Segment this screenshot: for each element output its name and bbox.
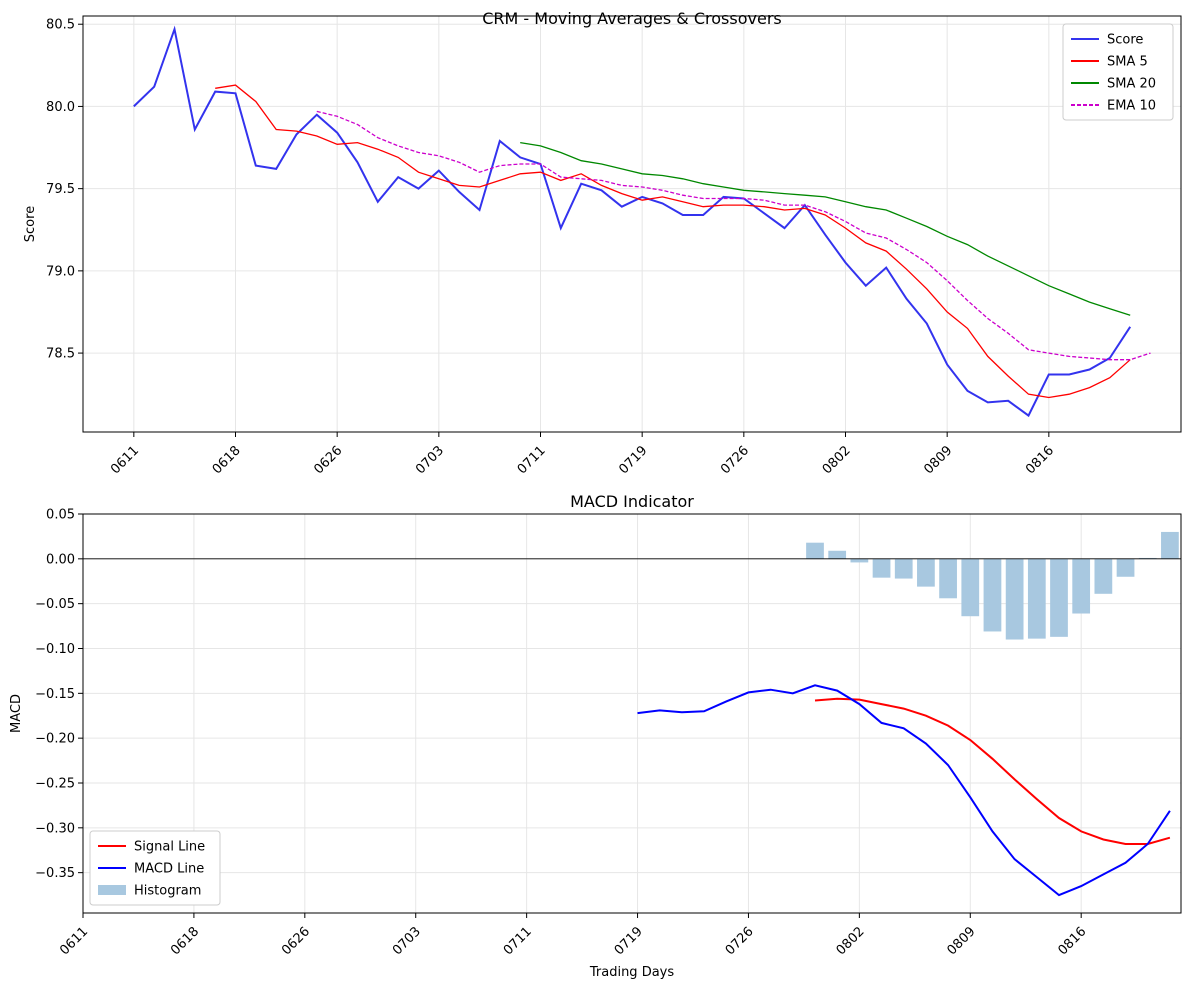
x-tick-label: 0626 bbox=[279, 924, 313, 958]
y-axis-ticks: −0.35 −0.30 −0.25 −0.20 −0.15 −0.10 −0.05 0.00 0… bbox=[35, 508, 83, 881]
y-tick-label: −0.10 bbox=[35, 642, 75, 657]
histogram-bar bbox=[1161, 531, 1179, 559]
legend-label: Signal Line bbox=[134, 840, 205, 855]
histogram-bar bbox=[1138, 557, 1157, 559]
series-line-signal-line bbox=[814, 697, 1171, 845]
histogram-bar bbox=[939, 558, 957, 599]
histogram-bar bbox=[917, 558, 935, 587]
legend-label: SMA 20 bbox=[1107, 77, 1156, 92]
histogram-bar bbox=[1005, 558, 1024, 640]
x-tick-label: 0618 bbox=[168, 924, 202, 958]
histogram-bar bbox=[828, 550, 847, 559]
y-tick-label: −0.20 bbox=[35, 732, 75, 747]
x-tick-label: 0719 bbox=[616, 443, 650, 477]
series-line-sma-20 bbox=[520, 141, 1131, 316]
x-tick-label: 0719 bbox=[612, 924, 646, 958]
legend-box bbox=[1062, 23, 1174, 121]
histogram-bar bbox=[894, 558, 913, 579]
legend: Signal Line MACD Line Histogram bbox=[89, 830, 221, 906]
x-tick-label: 0618 bbox=[210, 443, 244, 477]
series-layer bbox=[83, 531, 1181, 897]
x-tick-label: 0611 bbox=[57, 924, 91, 958]
histogram-bar bbox=[850, 558, 869, 563]
legend-label: Histogram bbox=[134, 884, 201, 899]
series-layer bbox=[133, 25, 1151, 418]
x-tick-label: 0809 bbox=[921, 443, 955, 477]
y-tick-label: 0.00 bbox=[46, 552, 75, 567]
y-tick-label: −0.05 bbox=[35, 597, 75, 612]
series-line-ema-10 bbox=[316, 110, 1151, 361]
x-axis-ticks: 0611 0618 0626 0703 0711 0719 0726 0802 0809 0816 bbox=[108, 432, 1057, 477]
histogram-bar bbox=[1027, 558, 1046, 639]
grid-lines bbox=[83, 16, 1181, 432]
legend-label: EMA 10 bbox=[1107, 99, 1156, 114]
legend-label: MACD Line bbox=[134, 862, 204, 877]
x-tick-label: 0726 bbox=[718, 443, 752, 477]
y-tick-label: 79.5 bbox=[46, 182, 75, 197]
histogram-bar bbox=[1072, 558, 1091, 614]
series-line-score bbox=[133, 25, 1132, 418]
y-tick-label: 79.0 bbox=[46, 264, 75, 279]
x-tick-label: 0802 bbox=[820, 443, 854, 477]
y-tick-label: 0.05 bbox=[46, 508, 75, 523]
x-axis-label: Trading Days bbox=[589, 965, 674, 980]
series-line-macd-line bbox=[637, 684, 1171, 897]
y-axis-label: Score bbox=[23, 206, 38, 242]
legend-swatch bbox=[98, 885, 126, 895]
macd-panel: 0611 0618 0626 0703 0711 0719 0726 0802 0809 0816… bbox=[9, 492, 1182, 980]
y-tick-label: 80.5 bbox=[46, 18, 75, 33]
y-tick-label: −0.25 bbox=[35, 776, 75, 791]
histogram-bar bbox=[1094, 558, 1113, 594]
x-tick-label: 0626 bbox=[311, 443, 345, 477]
histogram-bar bbox=[806, 542, 824, 559]
y-tick-label: 78.5 bbox=[46, 347, 75, 362]
x-tick-label: 0726 bbox=[723, 924, 757, 958]
moving-averages-panel: 0611 0618 0626 0703 0711 0719 0726 0802 0809 0816… bbox=[23, 9, 1182, 477]
plot-frame bbox=[82, 15, 1182, 433]
x-tick-label: 0809 bbox=[945, 924, 979, 958]
x-tick-label: 0703 bbox=[413, 443, 447, 477]
y-tick-label: −0.15 bbox=[35, 687, 75, 702]
x-axis-ticks: 0611 0618 0626 0703 0711 0719 0726 0802 0809 0816 bbox=[57, 913, 1089, 958]
x-tick-label: 0611 bbox=[108, 443, 142, 477]
x-tick-label: 0802 bbox=[834, 924, 868, 958]
x-tick-label: 0711 bbox=[501, 924, 535, 958]
chart-title: MACD Indicator bbox=[570, 492, 694, 511]
legend-label: Score bbox=[1107, 33, 1143, 48]
y-tick-label: −0.30 bbox=[35, 821, 75, 836]
y-tick-label: −0.35 bbox=[35, 866, 75, 881]
y-axis-ticks: 78.5 79.0 79.5 80.0 80.5 bbox=[46, 18, 83, 362]
y-axis-label: MACD bbox=[9, 694, 24, 733]
x-tick-label: 0711 bbox=[515, 443, 549, 477]
x-tick-label: 0816 bbox=[1055, 924, 1089, 958]
series-line-sma-5 bbox=[215, 84, 1131, 399]
y-tick-label: 80.0 bbox=[46, 100, 75, 115]
histogram-bar bbox=[1050, 558, 1068, 637]
histogram-bar bbox=[983, 558, 1002, 632]
histogram-bar bbox=[1116, 558, 1135, 577]
x-tick-label: 0816 bbox=[1023, 443, 1057, 477]
histogram-bar bbox=[961, 558, 980, 617]
legend: Score SMA 5 SMA 20 EMA 10 bbox=[1062, 23, 1174, 121]
x-tick-label: 0703 bbox=[390, 924, 424, 958]
legend-label: SMA 5 bbox=[1107, 55, 1148, 70]
plot-frame bbox=[82, 513, 1182, 914]
histogram-bar bbox=[872, 558, 891, 578]
chart-title: CRM - Moving Averages & Crossovers bbox=[482, 9, 782, 28]
